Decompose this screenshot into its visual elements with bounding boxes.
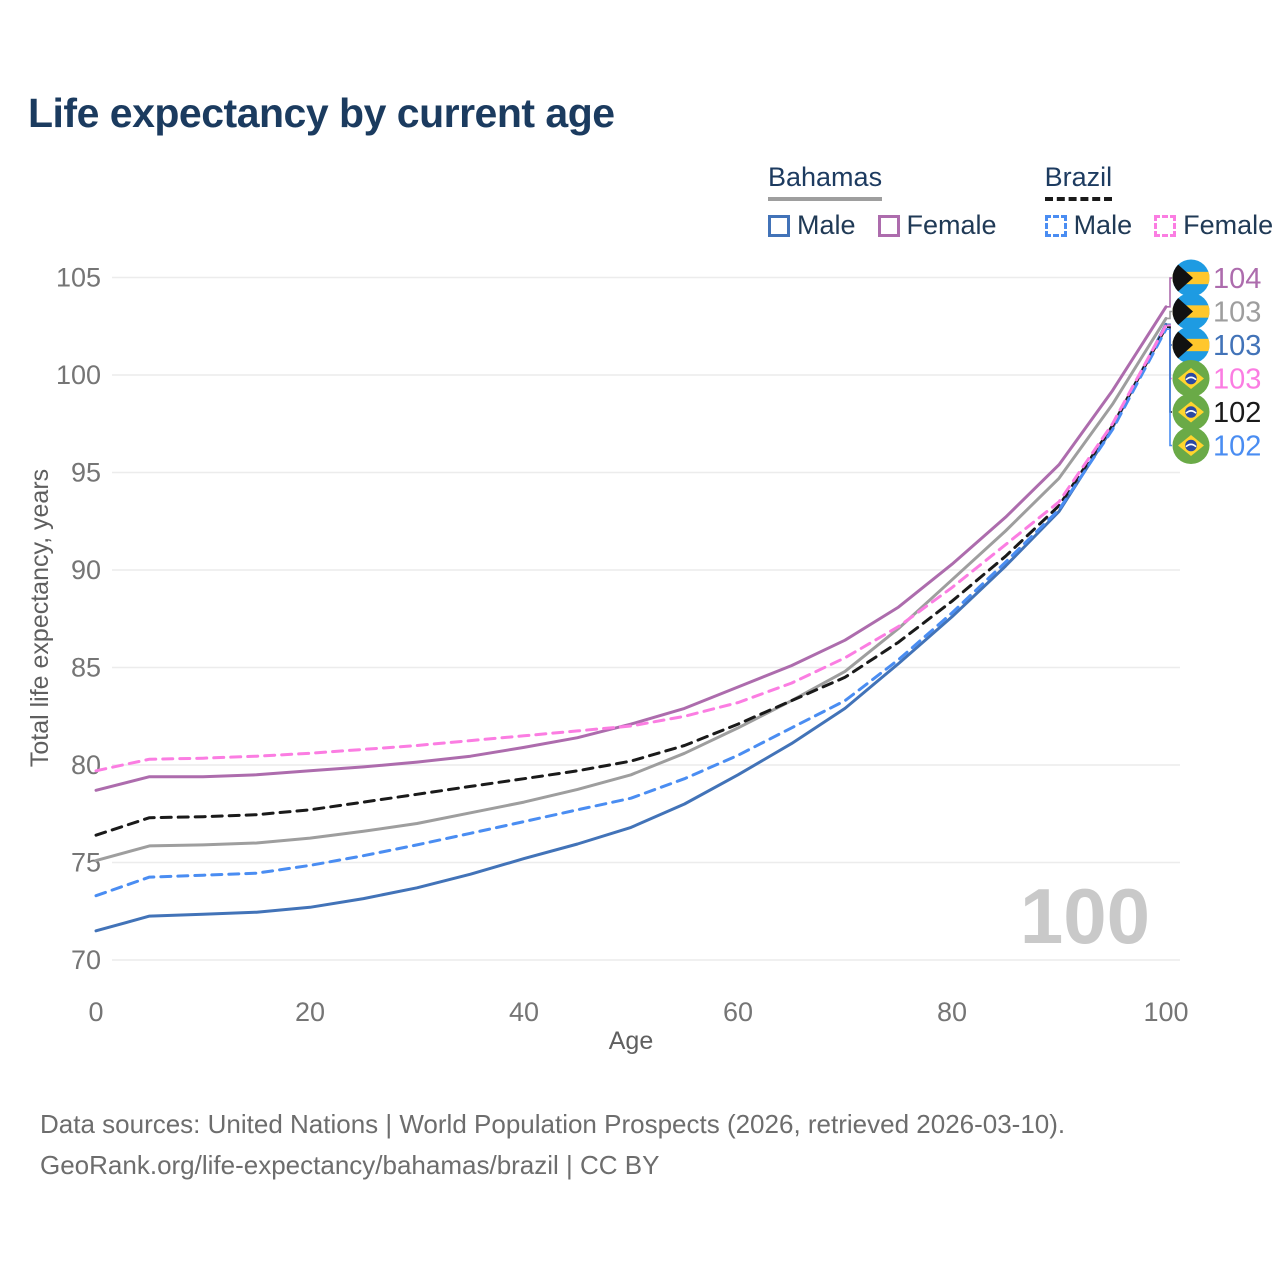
series-line-brazil-female xyxy=(94,323,1168,773)
chart-footer: Data sources: United Nations | World Pop… xyxy=(40,1104,1065,1186)
x-tick-label: 0 xyxy=(88,997,103,1027)
bahamas-female-swatch-icon[interactable] xyxy=(877,214,900,237)
label-connector xyxy=(1167,328,1172,447)
series-line-bahamas-total xyxy=(94,316,1168,863)
y-tick-label: 70 xyxy=(71,945,101,975)
legend-row-brazil: Male Female xyxy=(1044,210,1273,241)
brazil-female-swatch-icon[interactable] xyxy=(1154,214,1177,237)
series-line-brazil-total xyxy=(94,325,1168,837)
legend-group-brazil: Brazil Male Female xyxy=(1044,162,1273,241)
end-value-label-bahamas-male: 103 xyxy=(1213,330,1261,362)
legend-item-label: Female xyxy=(906,210,997,240)
bahamas-flag-icon xyxy=(1172,259,1210,297)
end-value-label-brazil-female: 103 xyxy=(1213,364,1261,396)
brazil-flag-icon xyxy=(1172,393,1210,431)
y-tick-label: 75 xyxy=(71,848,101,878)
y-tick-label: 85 xyxy=(71,653,101,683)
legend-item-label: Female xyxy=(1183,210,1274,240)
brazil-flag-icon xyxy=(1172,427,1210,464)
legend-item-brazil-female[interactable]: Female xyxy=(1154,210,1273,241)
label-connector xyxy=(1167,277,1172,308)
legend-country-bahamas: Bahamas xyxy=(768,162,883,201)
legend-row-bahamas: Male Female xyxy=(768,210,997,241)
y-tick-label: 95 xyxy=(71,458,101,488)
x-tick-label: 80 xyxy=(937,997,967,1027)
legend-country-brazil: Brazil xyxy=(1044,162,1113,201)
y-tick-label: 90 xyxy=(71,555,101,585)
x-axis-title: Age xyxy=(609,1027,653,1055)
age-watermark: 100 xyxy=(1020,872,1150,960)
legend-group-bahamas: Bahamas Male Female xyxy=(768,162,997,241)
bahamas-flag-icon xyxy=(1172,326,1210,364)
series-line-bahamas-female xyxy=(94,305,1168,792)
legend-item-bahamas-female[interactable]: Female xyxy=(877,210,997,241)
bahamas-male-swatch-icon[interactable] xyxy=(768,214,790,237)
brazil-flag-icon xyxy=(1172,360,1210,397)
y-tick-label: 80 xyxy=(71,750,101,780)
page-title: Life expectancy by current age xyxy=(28,90,615,136)
label-connector xyxy=(1167,310,1172,320)
x-tick-label: 100 xyxy=(1143,997,1188,1027)
end-value-label-brazil-total: 102 xyxy=(1213,397,1261,429)
legend-item-brazil-male[interactable]: Male xyxy=(1044,210,1133,241)
y-axis-title: Total life expectancy, years xyxy=(26,469,54,767)
y-tick-label: 105 xyxy=(56,263,101,293)
end-value-label-bahamas-total: 103 xyxy=(1213,297,1261,329)
legend-item-label: Male xyxy=(1073,210,1133,240)
chart-legend: Bahamas Male Female Brazil Male xyxy=(768,162,1273,241)
legend-item-label: Male xyxy=(797,210,856,240)
series-line-bahamas-male xyxy=(94,322,1168,933)
x-tick-label: 20 xyxy=(295,997,325,1027)
legend-item-bahamas-male[interactable]: Male xyxy=(768,210,856,241)
y-tick-label: 100 xyxy=(56,360,101,390)
end-value-label-brazil-male: 102 xyxy=(1213,431,1261,463)
data-sources-text: Data sources: United Nations | World Pop… xyxy=(40,1109,1066,1139)
series-line-brazil-male xyxy=(94,327,1168,898)
x-tick-label: 60 xyxy=(723,997,753,1027)
end-value-label-bahamas-female: 104 xyxy=(1213,263,1261,295)
attribution-text: GeoRank.org/life-expectancy/bahamas/braz… xyxy=(40,1150,660,1180)
brazil-male-swatch-icon[interactable] xyxy=(1044,214,1067,237)
x-tick-label: 40 xyxy=(509,997,539,1027)
bahamas-flag-icon xyxy=(1172,293,1210,330)
